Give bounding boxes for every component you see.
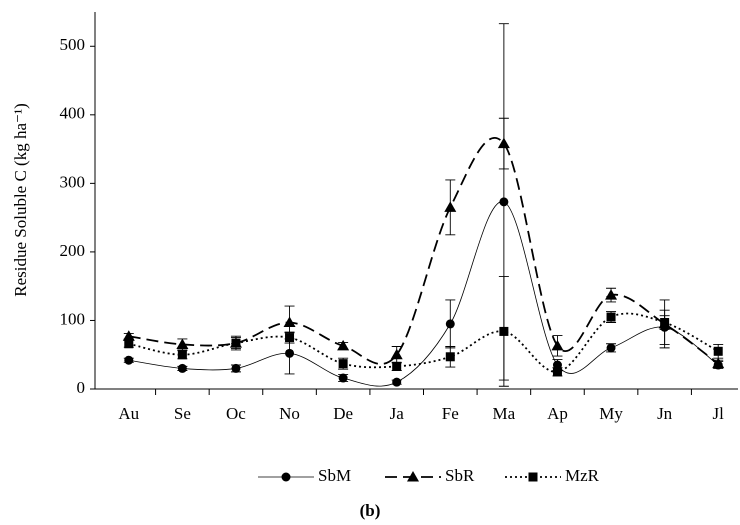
marker xyxy=(390,348,403,360)
marker xyxy=(392,361,402,371)
x-tick-label: De xyxy=(333,404,353,423)
marker xyxy=(124,339,134,349)
x-tick-label: Jl xyxy=(713,404,725,423)
y-tick-label: 100 xyxy=(60,309,86,328)
marker xyxy=(407,471,419,482)
marker xyxy=(231,363,241,373)
x-tick-label: Oc xyxy=(226,404,246,423)
x-tick-label: My xyxy=(599,404,623,423)
legend-label: SbM xyxy=(318,466,351,485)
marker xyxy=(283,316,296,328)
series-line xyxy=(128,201,719,387)
x-tick-label: Se xyxy=(174,404,191,423)
marker xyxy=(177,350,187,360)
marker xyxy=(445,352,455,362)
marker xyxy=(660,318,670,328)
marker xyxy=(605,289,618,300)
marker xyxy=(337,339,350,351)
marker xyxy=(392,377,402,387)
marker xyxy=(338,359,348,369)
marker xyxy=(231,338,241,348)
caption: (b) xyxy=(360,501,381,520)
x-tick-label: Ja xyxy=(390,404,405,423)
series-line xyxy=(128,136,719,365)
y-tick-label: 500 xyxy=(60,35,86,54)
marker xyxy=(551,339,564,351)
x-tick-label: Ap xyxy=(547,404,568,423)
y-axis-label: Residue Soluble C (kg ha⁻¹) xyxy=(11,103,30,297)
marker xyxy=(499,326,509,336)
marker xyxy=(281,472,291,482)
marker xyxy=(712,357,725,369)
marker xyxy=(177,363,187,373)
x-tick-label: Fe xyxy=(442,404,459,423)
marker xyxy=(338,373,348,383)
marker xyxy=(285,333,295,343)
x-tick-label: Ma xyxy=(493,404,516,423)
marker xyxy=(176,338,189,349)
marker xyxy=(528,472,538,482)
legend-label: SbR xyxy=(445,466,475,485)
marker xyxy=(285,348,295,358)
marker xyxy=(606,312,616,322)
marker xyxy=(124,355,134,365)
marker xyxy=(713,346,723,356)
marker xyxy=(552,367,562,377)
x-tick-label: Jn xyxy=(657,404,673,423)
x-tick-label: Au xyxy=(118,404,139,423)
y-tick-label: 200 xyxy=(60,241,86,260)
legend-label: MzR xyxy=(565,466,600,485)
y-tick-label: 400 xyxy=(60,104,86,123)
y-tick-label: 0 xyxy=(77,378,86,397)
y-tick-label: 300 xyxy=(60,172,86,191)
series-line xyxy=(128,312,719,373)
marker xyxy=(497,137,510,149)
marker xyxy=(444,201,457,212)
marker xyxy=(445,319,455,329)
marker xyxy=(122,330,135,341)
x-tick-label: No xyxy=(279,404,300,423)
marker xyxy=(552,360,562,370)
marker xyxy=(499,197,509,207)
marker xyxy=(606,343,616,353)
